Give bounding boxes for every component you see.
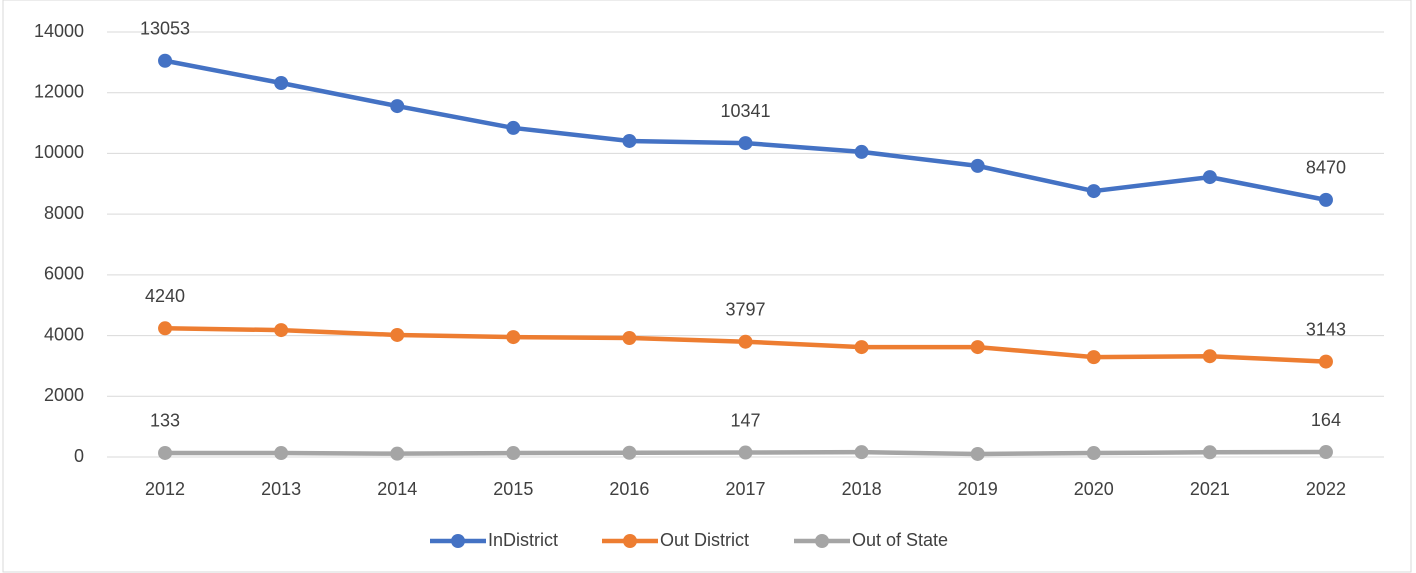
x-tick-label: 2022 bbox=[1306, 479, 1346, 499]
x-tick-label: 2012 bbox=[145, 479, 185, 499]
data-point bbox=[622, 133, 637, 148]
data-point bbox=[970, 446, 985, 461]
data-point bbox=[506, 120, 521, 135]
data-point bbox=[1202, 349, 1217, 364]
x-tick-label: 2014 bbox=[377, 479, 417, 499]
data-point bbox=[158, 445, 173, 460]
x-tick-label: 2013 bbox=[261, 479, 301, 499]
y-tick-label: 2000 bbox=[44, 385, 84, 405]
x-tick-label: 2021 bbox=[1190, 479, 1230, 499]
data-point bbox=[854, 445, 869, 460]
data-point bbox=[390, 446, 405, 461]
data-point bbox=[1086, 350, 1101, 365]
data-point bbox=[738, 445, 753, 460]
y-tick-label: 4000 bbox=[44, 324, 84, 344]
x-tick-label: 2019 bbox=[958, 479, 998, 499]
data-point bbox=[1086, 446, 1101, 461]
legend-swatch-marker bbox=[623, 534, 637, 548]
x-tick-label: 2020 bbox=[1074, 479, 1114, 499]
data-point bbox=[158, 53, 173, 68]
data-point bbox=[970, 158, 985, 173]
data-point bbox=[738, 136, 753, 151]
data-label: 147 bbox=[730, 410, 760, 430]
data-point bbox=[274, 76, 289, 90]
legend-swatch-marker bbox=[451, 534, 465, 548]
x-tick-label: 2016 bbox=[609, 479, 649, 499]
data-label: 13053 bbox=[140, 18, 190, 38]
data-point bbox=[622, 445, 637, 460]
legend-label: InDistrict bbox=[488, 530, 558, 550]
x-tick-label: 2017 bbox=[725, 479, 765, 499]
data-point bbox=[1202, 170, 1217, 185]
legend-label: Out District bbox=[660, 530, 749, 550]
data-point bbox=[158, 321, 173, 336]
data-label: 164 bbox=[1311, 410, 1341, 430]
data-point bbox=[970, 340, 985, 355]
data-point bbox=[1318, 192, 1333, 207]
data-label: 4240 bbox=[145, 286, 185, 306]
data-point bbox=[390, 327, 405, 342]
data-point bbox=[622, 331, 637, 345]
data-point bbox=[738, 334, 753, 349]
y-tick-label: 6000 bbox=[44, 264, 84, 284]
data-point bbox=[506, 446, 521, 461]
data-label: 3143 bbox=[1306, 319, 1346, 339]
y-tick-label: 12000 bbox=[34, 81, 84, 101]
data-point bbox=[1086, 184, 1101, 199]
x-tick-label: 2018 bbox=[842, 479, 882, 499]
x-tick-label: 2015 bbox=[493, 479, 533, 499]
y-tick-label: 10000 bbox=[34, 142, 84, 162]
data-point bbox=[1318, 354, 1333, 369]
data-point bbox=[1202, 445, 1217, 460]
data-point bbox=[854, 340, 869, 355]
data-point bbox=[390, 99, 405, 114]
y-tick-label: 14000 bbox=[34, 21, 84, 41]
legend-swatch-marker bbox=[815, 534, 829, 548]
data-label: 133 bbox=[150, 411, 180, 431]
data-label: 10341 bbox=[720, 101, 770, 121]
data-point bbox=[274, 446, 289, 461]
data-point bbox=[854, 144, 869, 159]
y-tick-label: 8000 bbox=[44, 203, 84, 223]
data-point bbox=[506, 330, 521, 345]
legend-label: Out of State bbox=[852, 530, 948, 550]
data-point bbox=[274, 323, 289, 338]
data-label: 3797 bbox=[725, 299, 765, 319]
data-label: 8470 bbox=[1306, 158, 1346, 178]
y-tick-label: 0 bbox=[74, 446, 84, 466]
data-point bbox=[1318, 445, 1333, 460]
